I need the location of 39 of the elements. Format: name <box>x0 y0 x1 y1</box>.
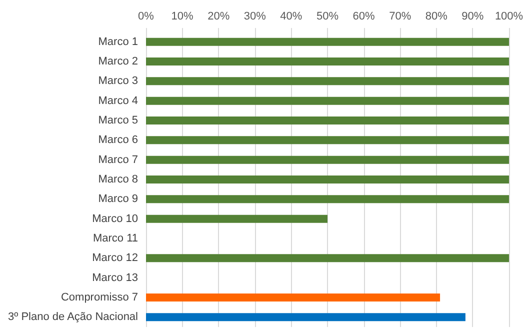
y-tick-label: Marco 9 <box>98 193 138 206</box>
x-tick-label: 10% <box>171 10 194 22</box>
bar <box>146 294 440 302</box>
x-tick-label: 0% <box>138 10 154 22</box>
x-tick-label: 40% <box>280 10 302 22</box>
y-tick-label: Marco 5 <box>98 114 138 126</box>
bar <box>146 136 509 144</box>
bar <box>146 156 509 164</box>
y-tick-label: Marco 11 <box>92 232 138 244</box>
y-tick-label: Marco 6 <box>98 134 138 146</box>
x-tick-label: 90% <box>462 10 484 22</box>
bar <box>146 176 509 184</box>
y-tick-label: Marco 1 <box>98 36 138 48</box>
x-tick-label: 100% <box>494 10 524 22</box>
bar <box>146 38 509 46</box>
x-tick-label: 20% <box>208 10 230 22</box>
x-tick-label: 80% <box>425 10 448 22</box>
y-tick-label: Marco 12 <box>92 252 138 264</box>
y-tick-label: 3º Plano de Ação Nacional <box>8 311 138 324</box>
bar <box>146 58 509 66</box>
y-tick-label: Compromisso 7 <box>60 292 138 304</box>
y-tick-label: Marco 4 <box>98 94 138 107</box>
y-tick-label: Marco 13 <box>92 272 138 284</box>
bar <box>146 195 509 204</box>
y-tick-label: Marco 2 <box>98 56 138 68</box>
bar <box>146 96 509 105</box>
y-tick-label: Marco 10 <box>92 212 138 225</box>
y-tick-label: Marco 7 <box>98 154 138 166</box>
y-tick-label: Marco 3 <box>98 75 138 88</box>
y-tick-label: Marco 8 <box>98 174 138 186</box>
x-tick-label: 70% <box>389 10 412 22</box>
bar <box>146 77 509 86</box>
x-tick-label: 50% <box>316 10 339 22</box>
bar <box>146 116 509 124</box>
x-tick-label: 60% <box>352 10 376 22</box>
bar <box>146 254 509 262</box>
x-tick-label: 30% <box>244 10 266 22</box>
bar <box>146 313 466 322</box>
bar <box>146 214 328 223</box>
